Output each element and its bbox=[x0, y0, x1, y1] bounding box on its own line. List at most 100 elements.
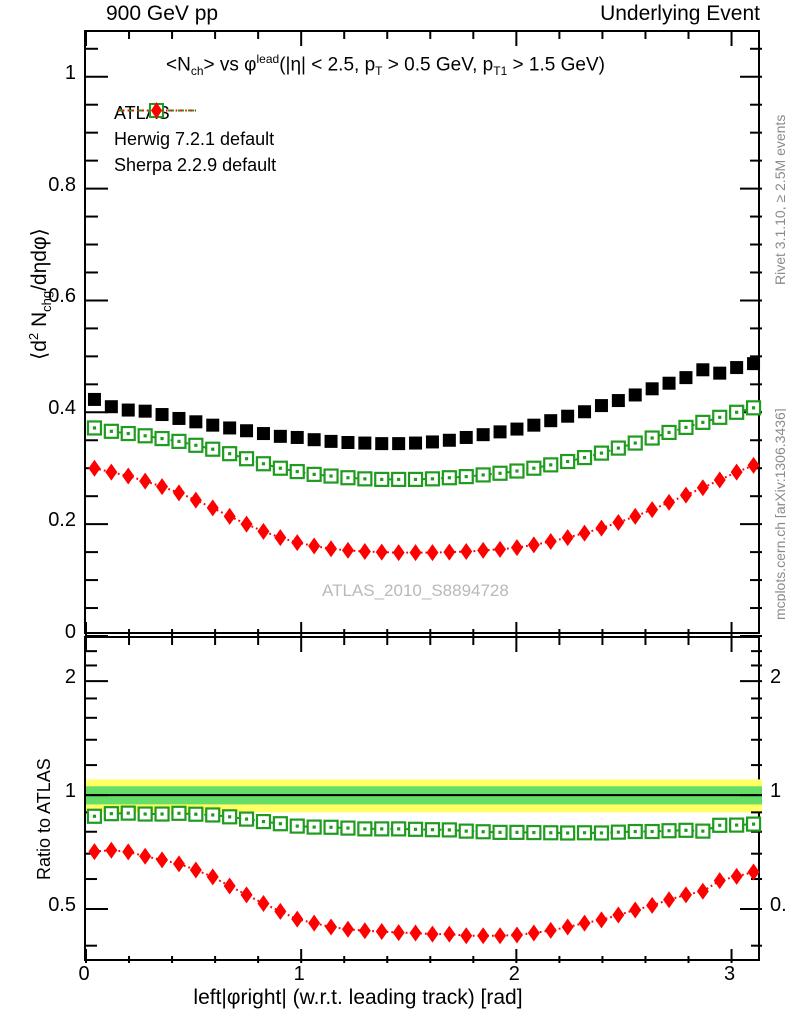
data-point bbox=[240, 424, 254, 438]
legend-item-herwig[interactable]: Herwig 7.2.1 default bbox=[114, 103, 276, 152]
data-point bbox=[646, 501, 659, 519]
data-point bbox=[341, 435, 355, 449]
data-point bbox=[92, 426, 97, 430]
data-point bbox=[325, 540, 338, 558]
ratio-data-point bbox=[308, 914, 321, 932]
ratio-data-point bbox=[616, 830, 620, 834]
plot-title: <Nch> vs φlead(|η| < 2.5, pT > 0.5 GeV, … bbox=[166, 52, 605, 78]
data-point bbox=[459, 430, 473, 444]
data-point bbox=[578, 524, 591, 542]
data-point bbox=[696, 363, 710, 377]
data-point bbox=[612, 513, 625, 531]
data-point bbox=[324, 434, 338, 448]
main-y-tick-0: 0 bbox=[64, 621, 76, 643]
ratio-data-point bbox=[544, 921, 557, 939]
ratio-data-point bbox=[730, 867, 743, 885]
data-point bbox=[274, 529, 287, 547]
data-point bbox=[464, 475, 468, 479]
x-axis-label-pre: left| bbox=[193, 986, 227, 1009]
data-point bbox=[650, 436, 654, 440]
ratio-data-point bbox=[194, 812, 198, 816]
series-atlas bbox=[87, 357, 761, 451]
data-point bbox=[172, 484, 185, 502]
data-point bbox=[713, 366, 727, 380]
ratio-data-point bbox=[211, 813, 215, 817]
ratio-data-point bbox=[156, 851, 169, 869]
data-point bbox=[189, 491, 202, 509]
data-point bbox=[747, 357, 761, 371]
data-point bbox=[425, 435, 439, 449]
ratio-data-point bbox=[274, 902, 287, 920]
data-point bbox=[515, 469, 519, 473]
ratio-data-point bbox=[172, 855, 185, 873]
ratio-data-point bbox=[747, 863, 760, 881]
ratio-series-line bbox=[94, 849, 754, 937]
data-point bbox=[121, 403, 135, 417]
ratio-data-point bbox=[358, 922, 371, 940]
ratio-data-point bbox=[430, 828, 435, 832]
data-point bbox=[460, 543, 473, 561]
data-point bbox=[290, 430, 304, 444]
data-point bbox=[494, 540, 507, 558]
ratio-data-point bbox=[633, 829, 637, 834]
main-y-axis-label-mid: N bbox=[28, 311, 51, 333]
ratio-data-point bbox=[189, 861, 202, 879]
data-point bbox=[194, 443, 198, 447]
title-sup-lead: lead bbox=[256, 52, 280, 66]
data-point bbox=[684, 425, 688, 429]
data-point bbox=[392, 437, 406, 451]
ratio-data-point bbox=[126, 811, 130, 815]
ratio-data-point bbox=[477, 927, 490, 945]
ratio-data-point bbox=[481, 830, 485, 834]
data-point bbox=[735, 410, 739, 414]
data-point bbox=[447, 476, 451, 480]
data-point bbox=[730, 463, 743, 481]
ratio-y-tick-right-1: 1 bbox=[770, 780, 782, 803]
main-y-tick-0.2: 0.2 bbox=[48, 509, 76, 532]
ratio-data-point bbox=[498, 830, 502, 834]
x-tick-3: 3 bbox=[723, 963, 736, 985]
ratio-data-point bbox=[566, 831, 570, 835]
data-point bbox=[599, 451, 604, 455]
data-point bbox=[189, 415, 203, 429]
main-y-axis-label-sup: 2 bbox=[26, 332, 41, 341]
data-point bbox=[510, 539, 523, 557]
legend-item-sherpa[interactable]: Sherpa 2.2.9 default bbox=[114, 102, 277, 178]
data-point bbox=[578, 405, 592, 419]
ratio-data-point bbox=[460, 927, 473, 945]
x-axis-label-post: right| (w.r.t. leading track) [rad] bbox=[240, 986, 523, 1009]
ratio-data-point bbox=[291, 910, 304, 928]
ratio-data-point bbox=[325, 918, 338, 936]
data-point bbox=[160, 436, 164, 441]
series-line bbox=[94, 406, 754, 481]
ratio-series-herwig bbox=[86, 805, 762, 841]
data-point bbox=[392, 544, 405, 562]
data-point bbox=[223, 421, 237, 435]
title-part1: <N bbox=[166, 54, 191, 76]
data-point bbox=[527, 418, 541, 432]
data-point bbox=[177, 439, 181, 443]
main-y-tick-1: 1 bbox=[64, 61, 76, 84]
data-point bbox=[244, 457, 249, 461]
ratio-data-point bbox=[312, 825, 316, 829]
data-point bbox=[493, 425, 507, 439]
title-sub-ch: ch bbox=[190, 64, 204, 79]
ratio-series-line bbox=[94, 812, 754, 834]
ratio-data-point bbox=[696, 882, 709, 900]
title-part3: (|η| < 2.5, p bbox=[279, 54, 376, 76]
data-point bbox=[566, 459, 570, 464]
data-point bbox=[747, 456, 760, 474]
ratio-data-point bbox=[667, 829, 671, 833]
data-point bbox=[172, 411, 186, 425]
ratio-data-point bbox=[595, 911, 608, 929]
ratio-y-tick-right-0.5: 0.5 bbox=[770, 894, 786, 916]
ratio-data-point bbox=[139, 847, 152, 865]
data-point bbox=[211, 447, 215, 451]
legend-label-sherpa: Sherpa 2.2.9 default bbox=[114, 154, 277, 175]
main-y-tick-0.8: 0.8 bbox=[48, 173, 76, 196]
ratio-data-point bbox=[650, 829, 654, 834]
data-point bbox=[358, 543, 371, 561]
data-point bbox=[312, 472, 316, 476]
ratio-data-point bbox=[244, 817, 249, 821]
ratio-data-point bbox=[397, 827, 401, 831]
